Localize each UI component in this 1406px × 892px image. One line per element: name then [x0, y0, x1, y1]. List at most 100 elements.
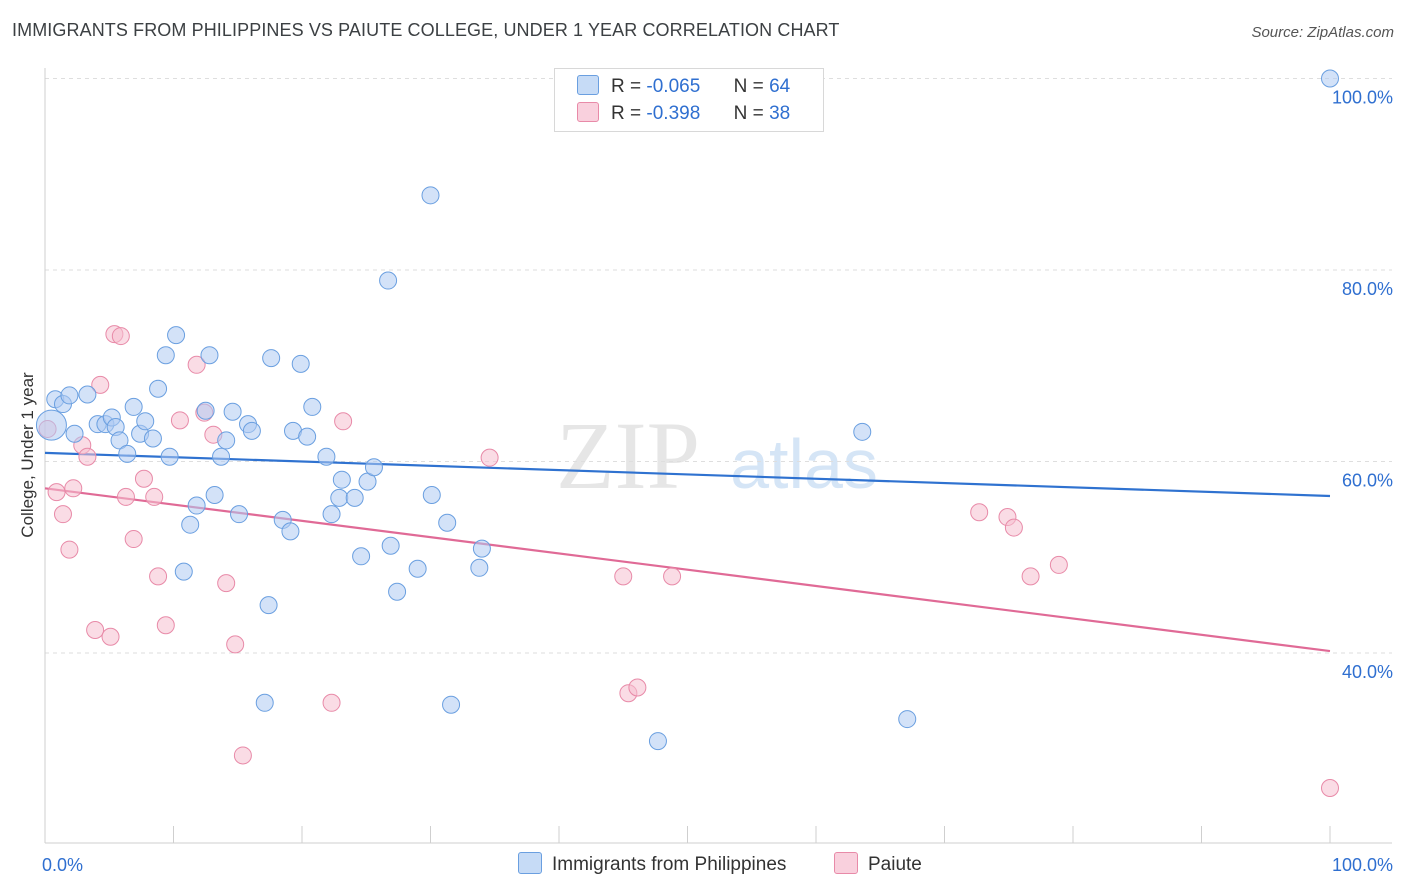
philippines-point [255, 693, 274, 712]
philippines-point [472, 539, 491, 558]
legend-r-value-philippines: -0.065 [646, 76, 701, 97]
paiute-point [91, 375, 110, 394]
paiute-point [217, 574, 236, 593]
paiute-point [111, 327, 130, 346]
philippines-point [196, 401, 215, 420]
philippines-point [217, 431, 236, 450]
paiute-point [970, 503, 989, 522]
philippines-point [381, 536, 400, 555]
philippines-point [853, 422, 872, 441]
legend-swatch-pink [577, 102, 599, 122]
paiute-point [233, 746, 252, 765]
chart-title: IMMIGRANTS FROM PHILIPPINES VS PAIUTE CO… [12, 20, 840, 40]
philippines-point [364, 458, 383, 477]
series-swatch-blue [518, 852, 542, 874]
paiute-point [663, 567, 682, 586]
philippines-point [212, 447, 231, 466]
philippines-point [408, 559, 427, 578]
philippines-point [470, 558, 489, 577]
paiute-point [64, 479, 83, 498]
philippines-point [330, 488, 349, 507]
y-tick-label: 60.0% [1342, 471, 1393, 491]
philippines-point [259, 596, 278, 615]
trend-lines [44, 451, 1331, 653]
paiute-point [156, 616, 175, 635]
paiute-point [116, 487, 135, 506]
series-name-philippines: Immigrants from Philippines [552, 854, 787, 875]
legend-n-value-philippines: 64 [769, 76, 791, 97]
philippines-point [317, 447, 336, 466]
philippines-point [1321, 69, 1339, 88]
series-swatch-pink [834, 852, 858, 874]
philippines-point [35, 409, 67, 441]
paiute-point [149, 567, 168, 586]
series-legend-paiute: Paiute [834, 852, 922, 876]
paiute-point [86, 621, 105, 640]
paiute-point [101, 627, 120, 646]
legend-row-philippines: R = -0.065 N = 64 [577, 75, 790, 99]
y-tick-label: 80.0% [1342, 279, 1393, 299]
philippines-point [379, 271, 398, 290]
philippines-point [898, 710, 917, 729]
paiute-point [187, 355, 206, 374]
philippines-point [442, 695, 461, 714]
legend-r-label: R = [611, 76, 642, 97]
paiute-point [145, 487, 164, 506]
tick-labels: 40.0% 60.0% 80.0% 100.0% 0.0% 100.0% [42, 88, 1393, 876]
philippines-point [223, 402, 242, 421]
philippines-point [291, 354, 310, 373]
philippines-point [187, 496, 206, 515]
philippines-point [332, 470, 351, 489]
philippines-point [322, 505, 341, 524]
philippines-point [345, 488, 364, 507]
philippines-point [110, 431, 129, 450]
philippines-point [262, 349, 281, 368]
philippines-point [143, 429, 162, 448]
philippines-point [421, 186, 440, 205]
gridlines [45, 78, 1392, 654]
philippines-point [78, 385, 97, 404]
philippines-point [230, 505, 249, 524]
philippines-point [242, 421, 261, 440]
philippines-point [181, 515, 200, 534]
paiute-point [226, 635, 245, 654]
series-legend-philippines: Immigrants from Philippines [518, 852, 786, 876]
philippines-point [174, 562, 193, 581]
legend-n-label: N = [733, 76, 764, 97]
paiute-point [134, 469, 153, 488]
philippines-point [303, 397, 322, 416]
paiute-point [334, 412, 353, 431]
stats-legend: R = -0.065 N = 64 R = -0.398 N = 38 [554, 68, 824, 132]
x-tick-label: 0.0% [42, 855, 83, 875]
y-tick-label: 100.0% [1332, 88, 1393, 108]
paiute-point [322, 693, 341, 712]
legend-r-value-paiute: -0.398 [646, 103, 701, 124]
paiute-point [1004, 518, 1023, 537]
philippines-point [160, 447, 179, 466]
paiute-trend-line [44, 487, 1331, 653]
philippines-point [65, 424, 84, 443]
series-name-paiute: Paiute [868, 854, 922, 875]
philippines-point [298, 427, 317, 446]
paiute-point [60, 540, 79, 559]
source-credit: Source: ZipAtlas.com [1251, 24, 1394, 41]
philippines-point [200, 346, 219, 365]
philippines-point [156, 346, 175, 365]
philippines-point [60, 386, 79, 405]
watermark-zip: ZIP [556, 402, 700, 509]
paiute-point [47, 483, 66, 502]
paiute-point [1321, 779, 1339, 798]
paiute-point [124, 530, 143, 549]
x-tick-label: 100.0% [1332, 855, 1393, 875]
paiute-point [53, 505, 72, 524]
paiute-point [1049, 555, 1068, 574]
y-tick-label: 40.0% [1342, 662, 1393, 682]
philippines-point [352, 547, 371, 566]
paiute-point [628, 678, 647, 697]
y-axis-label: College, Under 1 year [18, 372, 37, 538]
philippines-point [281, 522, 300, 541]
philippines-point [205, 486, 224, 505]
philippines-trend-line [44, 451, 1331, 498]
paiute-point [614, 567, 633, 586]
legend-r-label: R = [611, 103, 642, 124]
